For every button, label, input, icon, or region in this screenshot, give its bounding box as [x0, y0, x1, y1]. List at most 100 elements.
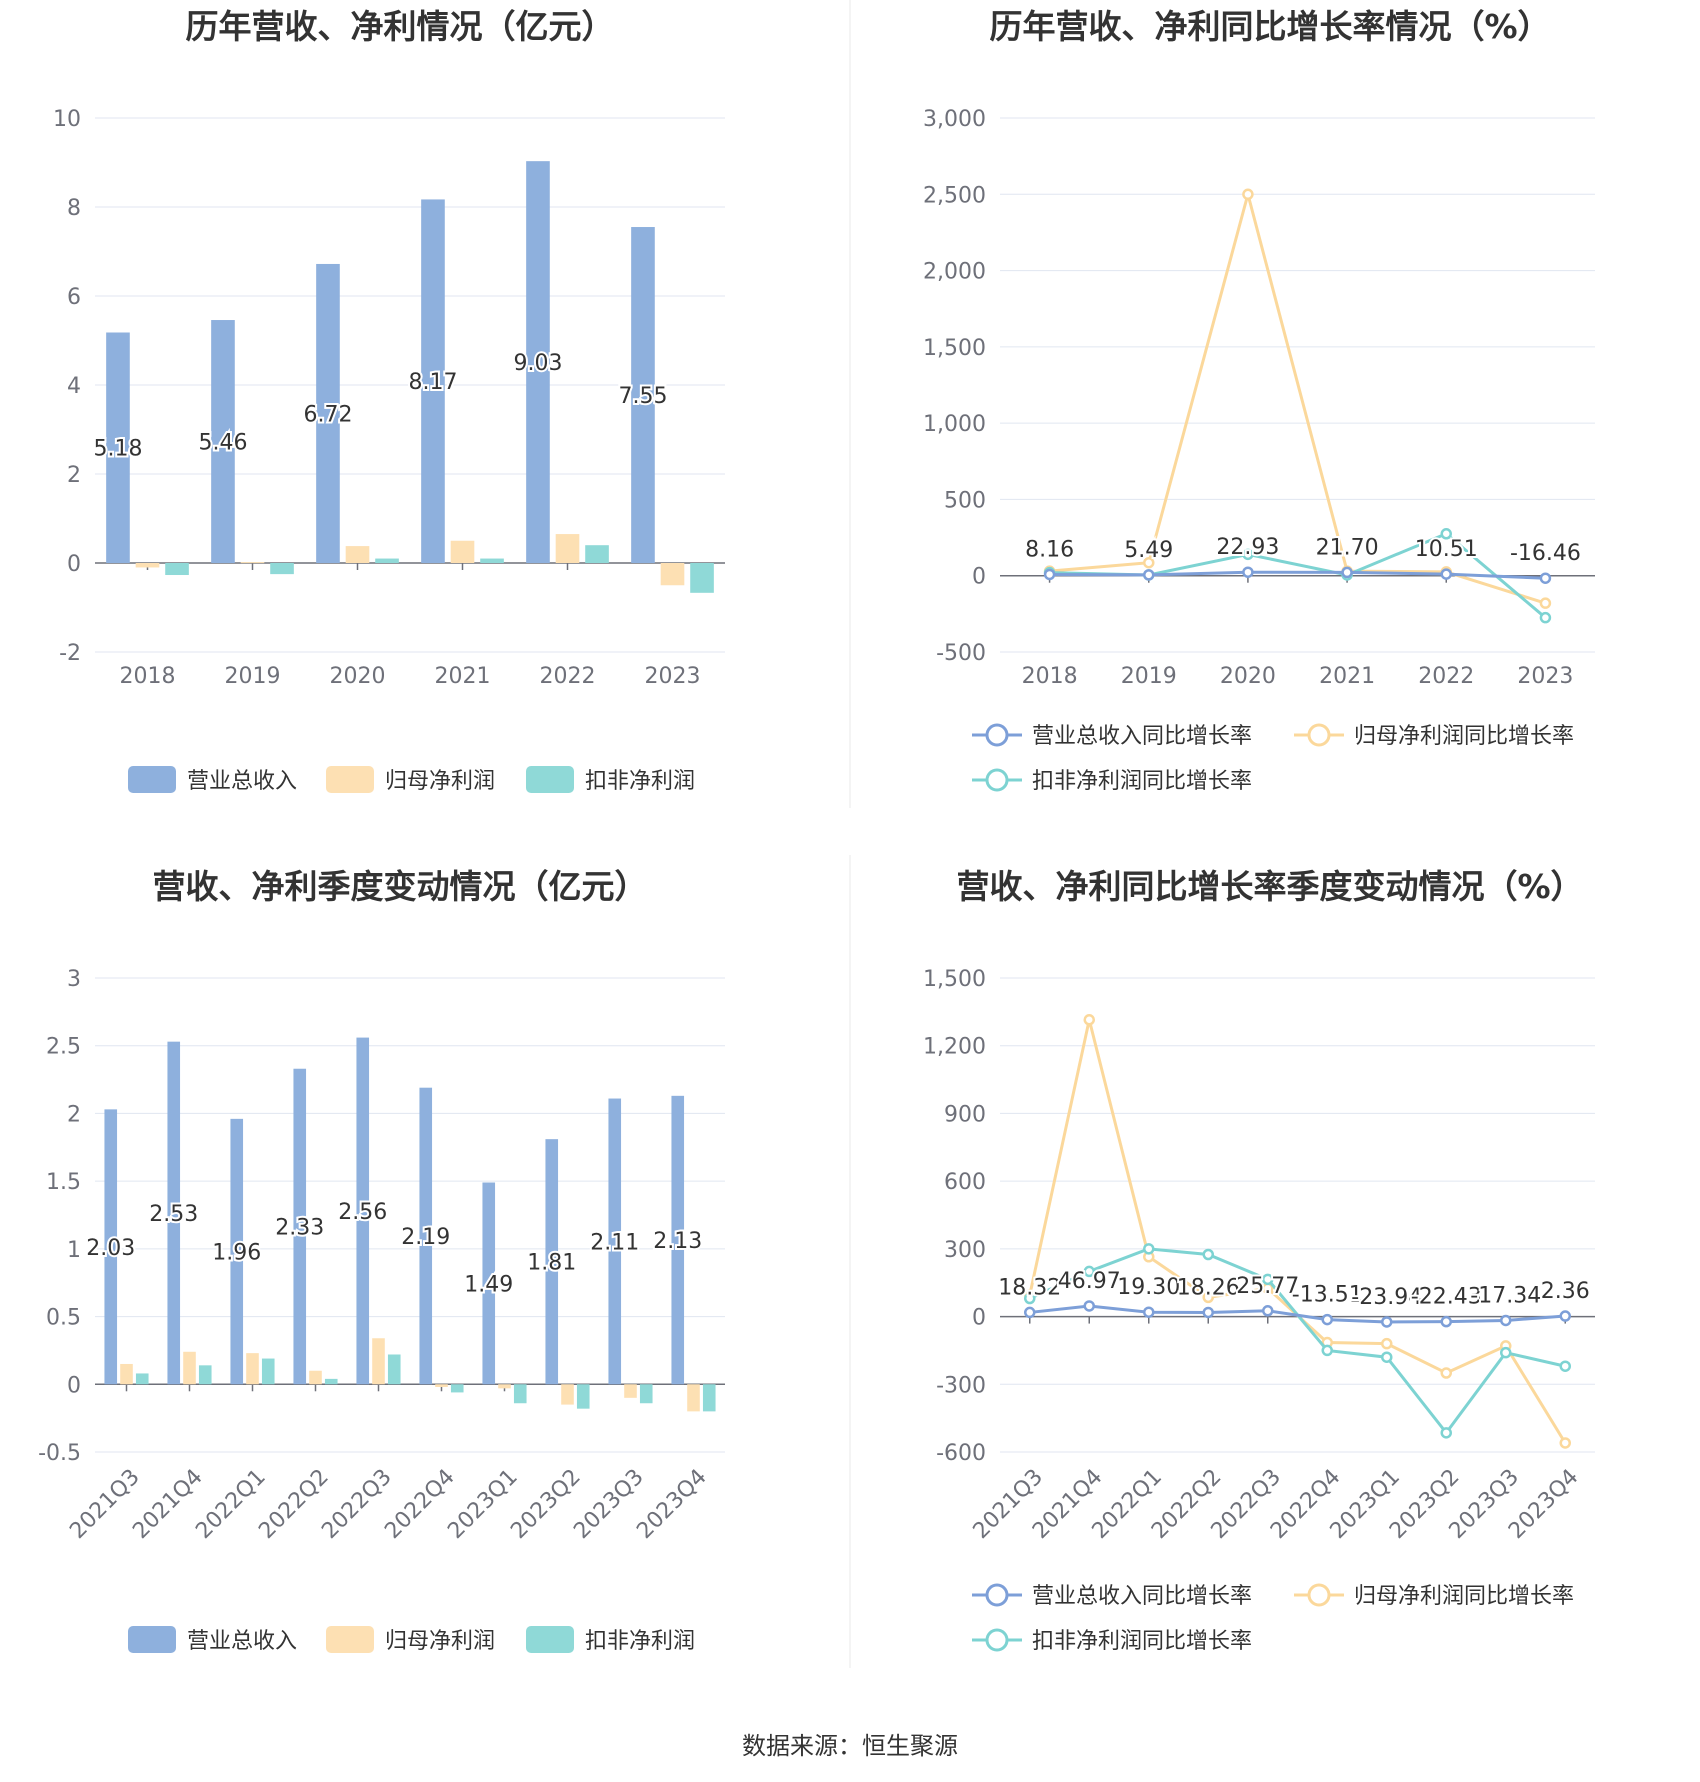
chart2-x-tick-label: 2020 — [1220, 664, 1276, 689]
chart3-bar-data-label: 2.13 — [653, 1229, 702, 1254]
chart1-legend-label: 扣非净利润 — [585, 769, 695, 794]
chart2-x-tick-label: 2019 — [1121, 664, 1177, 689]
chart2-point-deducted-profit — [1242, 548, 1254, 561]
chart2-point-deducted-profit — [1440, 528, 1452, 540]
chart2-y-tick-label: 2,000 — [923, 260, 986, 285]
chart2-y-tick-label: 1,000 — [923, 412, 986, 437]
chart2-y-tick-label: 1,500 — [923, 336, 986, 361]
chart3-bar-revenue — [671, 1095, 685, 1385]
chart4-point-deducted-profit — [1143, 1243, 1155, 1255]
chart2-x-tick-label: 2022 — [1418, 664, 1474, 689]
chart4-point-data-label: 25.77 — [1236, 1274, 1299, 1299]
chart3-y-tick-label: 3 — [67, 967, 81, 992]
chart1-bar-revenue — [316, 263, 340, 563]
chart1-bar-revenue — [211, 320, 235, 563]
chart1-bar-data-label: 9.03 — [513, 351, 562, 376]
chart1-bar-deducted-profit — [480, 558, 504, 563]
chart3-bar-data-label: 2.33 — [275, 1216, 324, 1241]
chart2-y-tick-label: 3,000 — [923, 107, 986, 132]
chart2-legend-label: 归母净利润同比增长率 — [1354, 724, 1574, 749]
chart3-bar-net-profit — [372, 1338, 385, 1385]
chart3-bar-deducted-profit — [513, 1384, 527, 1404]
chart2-point-revenue — [1242, 566, 1254, 578]
chart4-y-tick-label: 1,200 — [923, 1035, 986, 1060]
chart1-bar-net-profit — [345, 546, 370, 563]
chart1-bar-deducted-profit — [585, 545, 609, 563]
chart4-point-net-profit — [1440, 1367, 1452, 1379]
chart1-bar-revenue — [421, 199, 445, 563]
chart3-bar-data-label: 2.56 — [338, 1200, 387, 1225]
chart3-bar-net-profit — [561, 1384, 574, 1405]
chart4-point-data-label: 18.32 — [998, 1275, 1061, 1300]
chart1-bar-data-label: 5.18 — [93, 437, 142, 462]
chart4-point-data-label: 46.97 — [1058, 1269, 1121, 1294]
chart4-y-tick-label: -600 — [936, 1441, 986, 1466]
chart3-legend-swatch — [526, 1626, 574, 1653]
chart2-point-data-label: 5.49 — [1124, 538, 1173, 563]
chart4-point-data-label: 19.30 — [1117, 1275, 1180, 1300]
chart1-y-tick-label: 4 — [67, 374, 81, 399]
chart2-point-net-profit — [1143, 556, 1155, 569]
chart3-legend-label: 营业总收入 — [187, 1629, 297, 1654]
chart3-bar-net-profit — [687, 1384, 700, 1412]
chart1-bar-revenue — [526, 161, 550, 564]
chart4-point-deducted-profit — [1500, 1346, 1512, 1359]
chart2-point-deducted-profit — [1539, 611, 1552, 624]
chart3-bar-data-label: 1.49 — [464, 1272, 513, 1297]
chart4-point-revenue — [1202, 1306, 1214, 1319]
chart1-y-tick-label: 6 — [67, 285, 81, 310]
chart4-point-revenue — [1143, 1306, 1155, 1318]
chart3-y-tick-label: 1.5 — [46, 1170, 81, 1195]
chart3-bar-data-label: 2.19 — [401, 1225, 450, 1250]
chart3-bar-net-profit — [120, 1363, 133, 1385]
chart2-legend-marker — [1307, 723, 1331, 747]
chart1-bar-deducted-profit — [270, 563, 294, 575]
chart2-series-line-net-profit — [1049, 188, 1546, 605]
chart4-point-revenue — [1262, 1305, 1274, 1317]
chart1-y-tick-label: 10 — [53, 107, 81, 132]
chart3-legend-label: 扣非净利润 — [585, 1629, 695, 1654]
chart3-bar-deducted-profit — [702, 1384, 716, 1412]
chart2-series-line-revenue — [1049, 570, 1546, 580]
chart1-bar-net-profit — [450, 540, 475, 563]
chart4-legend-label: 归母净利润同比增长率 — [1354, 1584, 1574, 1609]
chart3-bar-revenue — [545, 1139, 559, 1385]
chart2-x-tick-label: 2018 — [1022, 664, 1078, 689]
chart1-title: 历年营收、净利情况（亿元） — [186, 7, 615, 46]
chart3-bar-revenue — [167, 1041, 181, 1385]
chart4-point-deducted-profit — [1083, 1265, 1095, 1278]
chart4-point-data-label: -22.43 — [1411, 1285, 1482, 1310]
chart3-bar-revenue — [230, 1118, 244, 1385]
chart4-point-revenue — [1083, 1300, 1095, 1312]
chart2-legend-label: 扣非净利润同比增长率 — [1032, 769, 1252, 794]
chart4-point-net-profit — [1083, 1014, 1095, 1026]
chart3-bar-deducted-profit — [387, 1354, 401, 1385]
chart3-y-tick-label: 2.5 — [46, 1035, 81, 1060]
chart3-title: 营收、净利季度变动情况（亿元） — [153, 867, 648, 906]
chart1-y-tick-label: 0 — [67, 552, 81, 577]
chart4-point-deducted-profit — [1321, 1344, 1333, 1357]
chart1-x-tick-label: 2021 — [435, 664, 491, 689]
chart4-point-deducted-profit — [1262, 1273, 1274, 1286]
chart4-point-revenue — [1500, 1314, 1512, 1327]
chart3-bar-net-profit — [183, 1351, 196, 1385]
chart1-bar-net-profit — [135, 563, 160, 568]
chart1-bar-revenue — [631, 227, 655, 563]
chart2-y-tick-label: -500 — [936, 641, 986, 666]
chart4-legend-marker — [1307, 1583, 1331, 1607]
chart4-y-tick-label: 300 — [944, 1238, 986, 1263]
chart2-point-data-label: 22.93 — [1216, 535, 1279, 560]
chart1-bar-data-label: 5.46 — [198, 431, 247, 456]
chart4-point-data-label: -23.94 — [1351, 1285, 1422, 1310]
chart1-bar-net-profit — [555, 534, 580, 563]
chart4-y-tick-label: 1,500 — [923, 967, 986, 992]
chart1-legend-swatch — [326, 766, 374, 793]
chart2-x-tick-label: 2021 — [1319, 664, 1375, 689]
chart2-y-tick-label: 500 — [944, 488, 986, 513]
chart1-x-tick-label: 2022 — [540, 664, 596, 689]
chart3-y-tick-label: 0 — [67, 1373, 81, 1398]
chart3-bar-revenue — [419, 1087, 433, 1385]
chart2-point-revenue — [1143, 569, 1155, 581]
chart4-point-revenue — [1559, 1310, 1571, 1322]
